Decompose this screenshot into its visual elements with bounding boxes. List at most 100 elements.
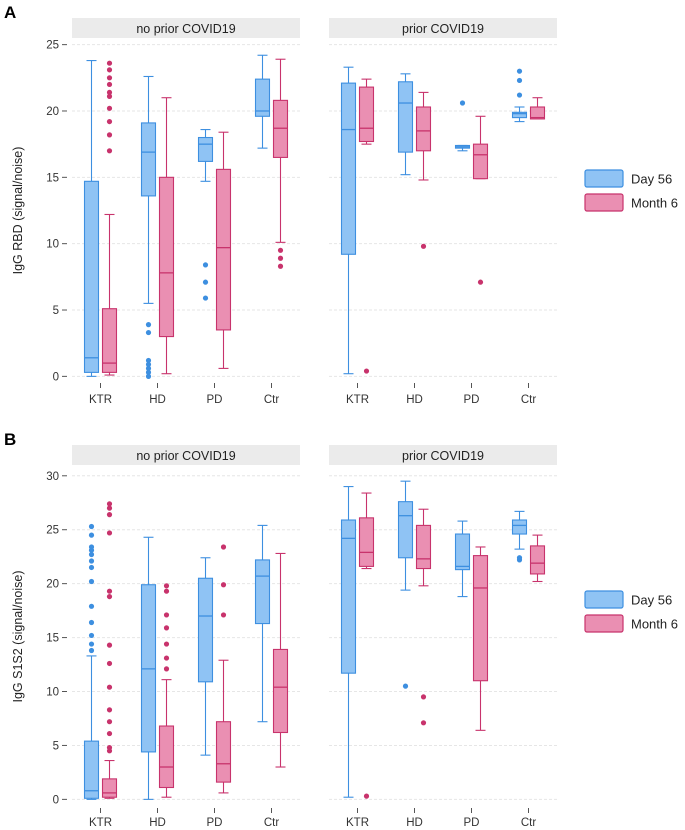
outlier-point [402,683,409,689]
outlier-point [145,373,152,379]
box-iqr [101,308,118,373]
y-tick-label: 15 [46,172,59,184]
box-iqr [415,106,432,152]
box-ktr-month6 [358,492,375,799]
legend-label-day56: Day 56 [631,172,672,187]
box-iqr [397,501,414,559]
box-iqr [511,519,528,535]
outlier-point [363,368,370,374]
box-hd-day56 [140,536,157,800]
box-pd-day56 [454,100,471,152]
x-tick-label: PD [207,817,223,829]
outlier-point [106,707,113,713]
box-hd-month6 [415,91,432,249]
x-tick-label: Ctr [521,394,537,406]
outlier-point [202,295,209,301]
box-iqr [415,524,432,570]
box-ctr-month6 [529,97,546,120]
box-hd-month6 [415,508,432,726]
box-ktr-day56 [340,486,357,798]
facet-title: no prior COVID19 [136,449,235,463]
outlier-point [145,357,152,364]
box-ctr-day56 [511,68,528,123]
box-ctr-day56 [254,524,271,723]
legend-label-month6: Month 6 [631,617,678,632]
x-tick-label: HD [149,817,166,829]
outlier-point [163,612,170,618]
outlier-point [88,641,95,647]
outlier-point [106,730,113,737]
outlier-point [163,641,170,647]
x-tick-label: PD [464,817,480,829]
facet-no-prior: no prior COVID19 KTR HD PD Ctr [72,445,300,829]
outlier-point [88,551,95,558]
outlier-point [202,279,209,285]
y-tick-label: 5 [53,740,59,752]
outlier-point [420,694,427,700]
box-pd-day56 [197,129,214,301]
outlier-point [277,255,284,261]
outlier-point [163,666,170,672]
legend: Day 56 Month 6 [584,169,678,212]
facet-no-prior: no prior COVID19 KTR HD PD Ctr [72,18,300,406]
box-iqr [83,180,100,373]
box-ktr-day56 [83,523,100,800]
outlier-point [163,655,170,661]
outlier-point [106,660,113,667]
box-iqr [397,81,414,153]
box-iqr [158,176,175,338]
facet-prior: prior COVID19 KTR HD PD Ctr [329,18,557,406]
facet-title: prior COVID19 [402,449,484,463]
facet-strip [72,445,300,465]
box-ktr-day56 [340,66,357,375]
outlier-point [277,263,284,269]
x-tick-label: PD [464,394,480,406]
box-ktr-month6 [101,60,118,376]
outlier-point [106,89,113,96]
outlier-point [88,619,95,626]
outlier-point [106,67,113,73]
box-ctr-day56 [511,510,528,563]
outlier-point [220,582,227,588]
outlier-point [106,512,113,518]
panel-A: A IgG RBD (signal/noise) 0 5 10 15 20 25 no prio… [4,3,678,406]
box-iqr [215,721,232,783]
box-iqr [158,725,175,789]
box-iqr [472,143,489,180]
box-ctr-month6 [272,552,289,768]
facet-strip [329,18,557,38]
y-tick-label: 10 [46,687,59,699]
x-tick-label: KTR [89,817,112,829]
outlier-point [106,684,113,690]
facet-strip [329,445,557,465]
legend-swatch-day56 [584,169,624,188]
x-tick-label: Ctr [264,817,280,829]
outlier-point [88,564,95,571]
outlier-point [477,279,484,285]
outlier-point [106,719,113,725]
legend-swatch-day56 [584,590,624,609]
box-ktr-month6 [101,501,118,799]
box-hd-day56 [397,73,414,176]
outlier-point [277,247,284,253]
x-tick-label: HD [406,394,423,406]
box-iqr [272,648,289,734]
box-pd-day56 [454,520,471,598]
box-ktr-day56 [83,60,100,377]
x-tick-label: KTR [346,394,369,406]
outlier-point [163,625,170,631]
x-tick-label: PD [207,394,223,406]
outlier-point [145,369,152,375]
outlier-point [516,77,523,84]
x-tick-label: HD [149,394,166,406]
box-hd-day56 [140,75,157,379]
x-tick-label: HD [406,817,423,829]
outlier-point [106,501,113,507]
outlier-point [88,578,95,585]
box-iqr [340,519,357,674]
x-tick-label: Ctr [521,817,537,829]
outlier-point [106,81,113,88]
outlier-point [106,744,113,751]
outlier-point [88,632,95,639]
